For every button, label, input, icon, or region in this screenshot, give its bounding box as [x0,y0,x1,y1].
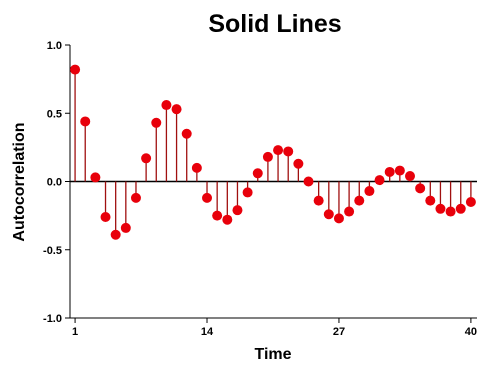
data-point [90,172,101,183]
data-point [445,206,456,217]
data-point [100,211,111,222]
data-point [202,192,213,203]
data-point [374,175,385,186]
data-point [364,186,375,197]
data-point [222,214,233,225]
x-axis-label: Time [254,346,291,363]
plot-area: -1.0 -0.5 0.0 0.5 1.0 1 14 27 40 [43,40,477,338]
data-point [435,203,446,214]
data-point [80,116,91,127]
data-point [465,196,476,207]
data-point [252,168,263,179]
data-point [425,195,436,206]
data-point [262,151,273,162]
data-point [384,166,395,177]
x-tick-label: 40 [465,326,477,338]
data-point [323,209,334,220]
y-tick-label: 0.0 [47,177,62,189]
data-point [344,206,355,217]
data-point [242,187,253,198]
chart-title: Solid Lines [208,10,341,38]
data-point [212,210,223,221]
y-tick-label: -0.5 [43,245,62,257]
data-point [415,183,426,194]
data-point [130,192,141,203]
data-point [70,64,81,75]
data-point [161,100,172,111]
data-point [191,162,202,173]
data-point [120,222,131,233]
data-point [293,158,304,169]
data-point [273,145,284,156]
data-point [141,153,152,164]
y-tick-label: 1.0 [47,40,62,52]
y-tick-label: 0.5 [47,108,62,120]
data-point [283,146,294,157]
x-tick-label: 27 [333,326,345,338]
data-point [171,104,182,115]
data-point [303,176,314,187]
x-tick-label: 14 [201,326,214,338]
y-tick-label: -1.0 [43,313,62,325]
data-point [405,171,415,182]
x-tick-label: 1 [72,326,78,338]
data-point [313,195,324,206]
data-point [110,229,121,240]
data-point [232,205,243,216]
data-point [151,117,162,128]
data-point [181,128,192,139]
data-point [455,203,466,214]
data-point [354,195,365,206]
data-point [394,165,405,176]
data-point [333,213,344,224]
y-axis-label: Autocorrelation [11,122,28,241]
